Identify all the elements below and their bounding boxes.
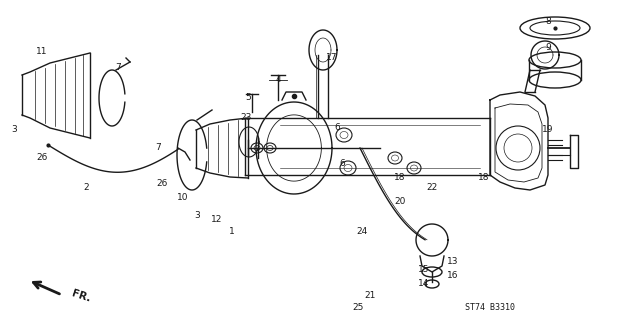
Text: 11: 11 [36, 47, 48, 57]
Text: ST74 B3310: ST74 B3310 [465, 303, 515, 313]
Text: 3: 3 [11, 125, 17, 134]
Text: 16: 16 [447, 271, 459, 281]
Text: 10: 10 [177, 194, 189, 203]
Text: 14: 14 [418, 279, 430, 289]
Text: 6: 6 [334, 124, 340, 132]
Text: 21: 21 [364, 292, 375, 300]
Text: FR.: FR. [70, 288, 91, 304]
Text: 9: 9 [545, 44, 551, 52]
Text: 5: 5 [245, 92, 251, 101]
Text: 6: 6 [339, 158, 345, 167]
Text: 24: 24 [357, 228, 368, 236]
Text: 8: 8 [545, 18, 551, 27]
Text: 23: 23 [240, 114, 252, 123]
Text: 2: 2 [83, 183, 89, 193]
Text: 1: 1 [229, 228, 235, 236]
Text: 7: 7 [115, 63, 121, 73]
Text: 7: 7 [155, 143, 161, 153]
Text: 15: 15 [418, 266, 430, 275]
Text: 17: 17 [326, 53, 338, 62]
Text: 20: 20 [394, 197, 406, 206]
Text: 26: 26 [156, 179, 168, 188]
Text: 13: 13 [447, 258, 459, 267]
Text: 18: 18 [394, 172, 406, 181]
Text: 22: 22 [427, 183, 438, 193]
Text: 18: 18 [478, 173, 490, 182]
Text: 26: 26 [37, 154, 48, 163]
Text: 3: 3 [194, 211, 200, 220]
Text: 19: 19 [542, 125, 554, 134]
Text: 25: 25 [352, 303, 363, 313]
Text: 4: 4 [275, 76, 281, 84]
Text: 12: 12 [211, 215, 223, 225]
